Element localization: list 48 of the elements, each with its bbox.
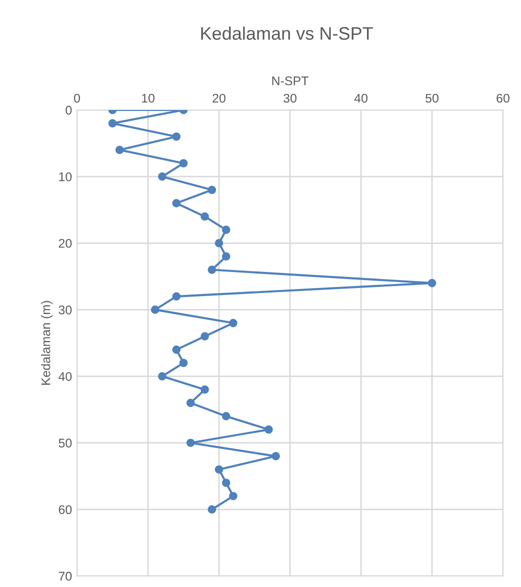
point — [222, 226, 230, 234]
point — [108, 119, 117, 128]
y-axis-title: Kedalaman (m) — [41, 301, 53, 385]
point — [428, 278, 436, 288]
point — [172, 132, 181, 141]
y-tick-label: 0 — [66, 106, 72, 115]
x-tick-label: 50 — [426, 94, 438, 103]
chart-title: Kedalaman vs N-SPT — [201, 26, 373, 40]
x-tick-label: 20 — [212, 94, 226, 103]
point — [186, 398, 195, 408]
y-tick-label: 10 — [59, 172, 72, 182]
y-tick-label: 60 — [58, 505, 72, 514]
y-tick-label: 70 — [58, 572, 72, 581]
point — [158, 372, 166, 380]
point — [208, 186, 216, 194]
point — [222, 412, 230, 420]
point — [172, 292, 181, 301]
y-tick-label: 30 — [58, 306, 72, 314]
point — [222, 252, 230, 261]
point — [186, 438, 195, 448]
point — [214, 238, 224, 248]
point — [214, 465, 224, 474]
y-tick-label: 20 — [58, 238, 72, 248]
x-tick-label: 40 — [354, 94, 368, 103]
point — [208, 266, 216, 274]
point — [158, 172, 166, 181]
point — [179, 358, 188, 368]
point — [229, 492, 238, 500]
point — [264, 425, 273, 434]
point — [172, 345, 181, 354]
x-tick-label: 10 — [142, 94, 154, 103]
point — [150, 306, 160, 314]
point — [222, 478, 230, 487]
x-axis-title: N-SPT — [272, 76, 308, 86]
point — [200, 332, 209, 341]
point — [200, 385, 209, 394]
x-tick-label: 30 — [284, 94, 296, 103]
point — [229, 318, 238, 328]
point — [208, 505, 216, 514]
y-tick-label: 40 — [58, 372, 72, 381]
point — [272, 452, 280, 460]
point — [115, 146, 124, 154]
x-tick-label: 0 — [74, 94, 80, 103]
point — [200, 212, 209, 221]
point — [172, 199, 181, 208]
x-tick-label: 60 — [496, 94, 510, 103]
y-tick-label: 50 — [58, 438, 72, 448]
point — [179, 159, 188, 168]
